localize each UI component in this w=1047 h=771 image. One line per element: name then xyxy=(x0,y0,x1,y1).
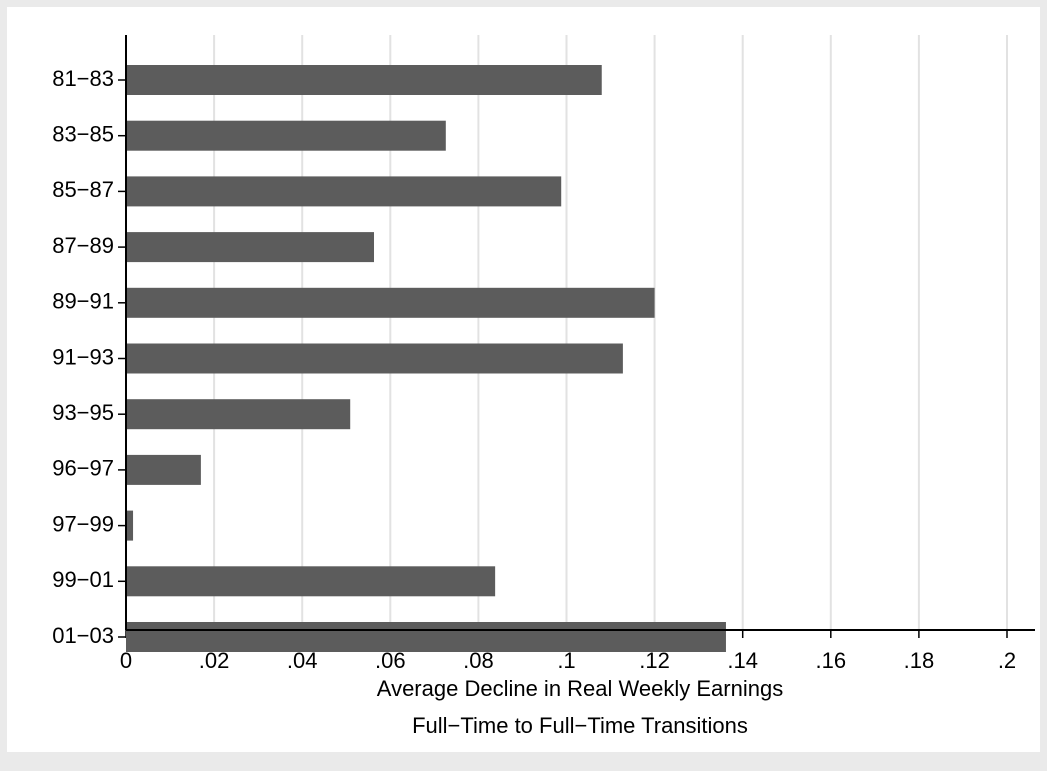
y-tick-label: 81−83 xyxy=(52,66,114,91)
y-tick-label: 96−97 xyxy=(52,456,114,481)
bar xyxy=(126,287,655,318)
y-tick-label: 01−03 xyxy=(52,623,114,648)
bar xyxy=(126,622,726,652)
bar xyxy=(126,65,602,95)
bar xyxy=(126,232,375,263)
x-axis-title: Average Decline in Real Weekly Earnings xyxy=(377,676,783,701)
y-tick-label: 97−99 xyxy=(52,511,114,536)
x-tick-label: .2 xyxy=(998,648,1016,673)
x-tick-label: .1 xyxy=(557,648,575,673)
y-tick-label: 87−89 xyxy=(52,233,114,258)
bar xyxy=(126,399,351,430)
y-tick-label: 83−85 xyxy=(52,122,114,147)
bar xyxy=(126,454,201,485)
x-tick-label: .14 xyxy=(727,648,758,673)
y-tick-label: 89−91 xyxy=(52,289,114,314)
x-tick-label: .16 xyxy=(816,648,847,673)
y-tick-label: 91−93 xyxy=(52,344,114,369)
y-tick-label: 99−01 xyxy=(52,567,114,592)
bar xyxy=(126,176,562,207)
y-tick-label: 85−87 xyxy=(52,177,114,202)
bar xyxy=(126,120,446,151)
x-tick-label: 0 xyxy=(120,648,132,673)
bar xyxy=(126,510,134,541)
bar xyxy=(126,343,623,374)
bar xyxy=(126,566,496,597)
y-tick-label: 93−95 xyxy=(52,400,114,425)
x-tick-label: .18 xyxy=(904,648,935,673)
caption: Full−Time to Full−Time Transitions xyxy=(412,713,748,738)
